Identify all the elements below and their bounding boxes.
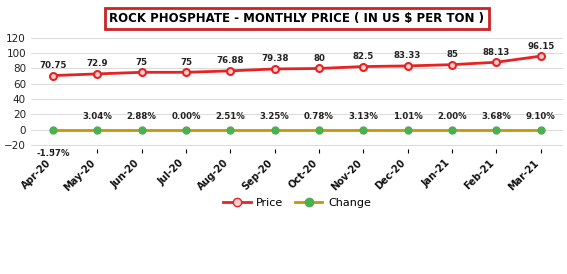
Text: 3.68%: 3.68% (481, 112, 511, 121)
Text: 1.01%: 1.01% (393, 112, 422, 121)
Text: 2.51%: 2.51% (215, 112, 246, 121)
Text: 0.78%: 0.78% (304, 112, 334, 121)
Text: 3.13%: 3.13% (349, 112, 378, 121)
Text: 0.00%: 0.00% (171, 112, 201, 121)
Text: 79.38: 79.38 (261, 55, 289, 63)
Text: 9.10%: 9.10% (526, 112, 556, 121)
Text: 82.5: 82.5 (353, 52, 374, 61)
Text: 75: 75 (180, 58, 192, 67)
Text: 83.33: 83.33 (394, 51, 421, 60)
Text: -1.57%: -1.57% (36, 149, 70, 158)
Text: ROCK PHOSPHATE - MONTHLY PRICE ( IN US $ PER TON ): ROCK PHOSPHATE - MONTHLY PRICE ( IN US $… (109, 12, 484, 25)
Text: 76.88: 76.88 (217, 56, 244, 65)
Text: 2.00%: 2.00% (437, 112, 467, 121)
Text: 70.75: 70.75 (39, 61, 67, 70)
Legend: Price, Change: Price, Change (218, 193, 375, 212)
Text: 80: 80 (313, 54, 325, 63)
Text: 85: 85 (446, 50, 458, 59)
Text: 88.13: 88.13 (483, 48, 510, 57)
Text: 3.04%: 3.04% (82, 112, 112, 121)
Text: 3.25%: 3.25% (260, 112, 290, 121)
Text: 72.9: 72.9 (87, 59, 108, 68)
Text: 2.88%: 2.88% (127, 112, 156, 121)
Text: 96.15: 96.15 (527, 42, 555, 51)
Text: 75: 75 (136, 58, 148, 67)
